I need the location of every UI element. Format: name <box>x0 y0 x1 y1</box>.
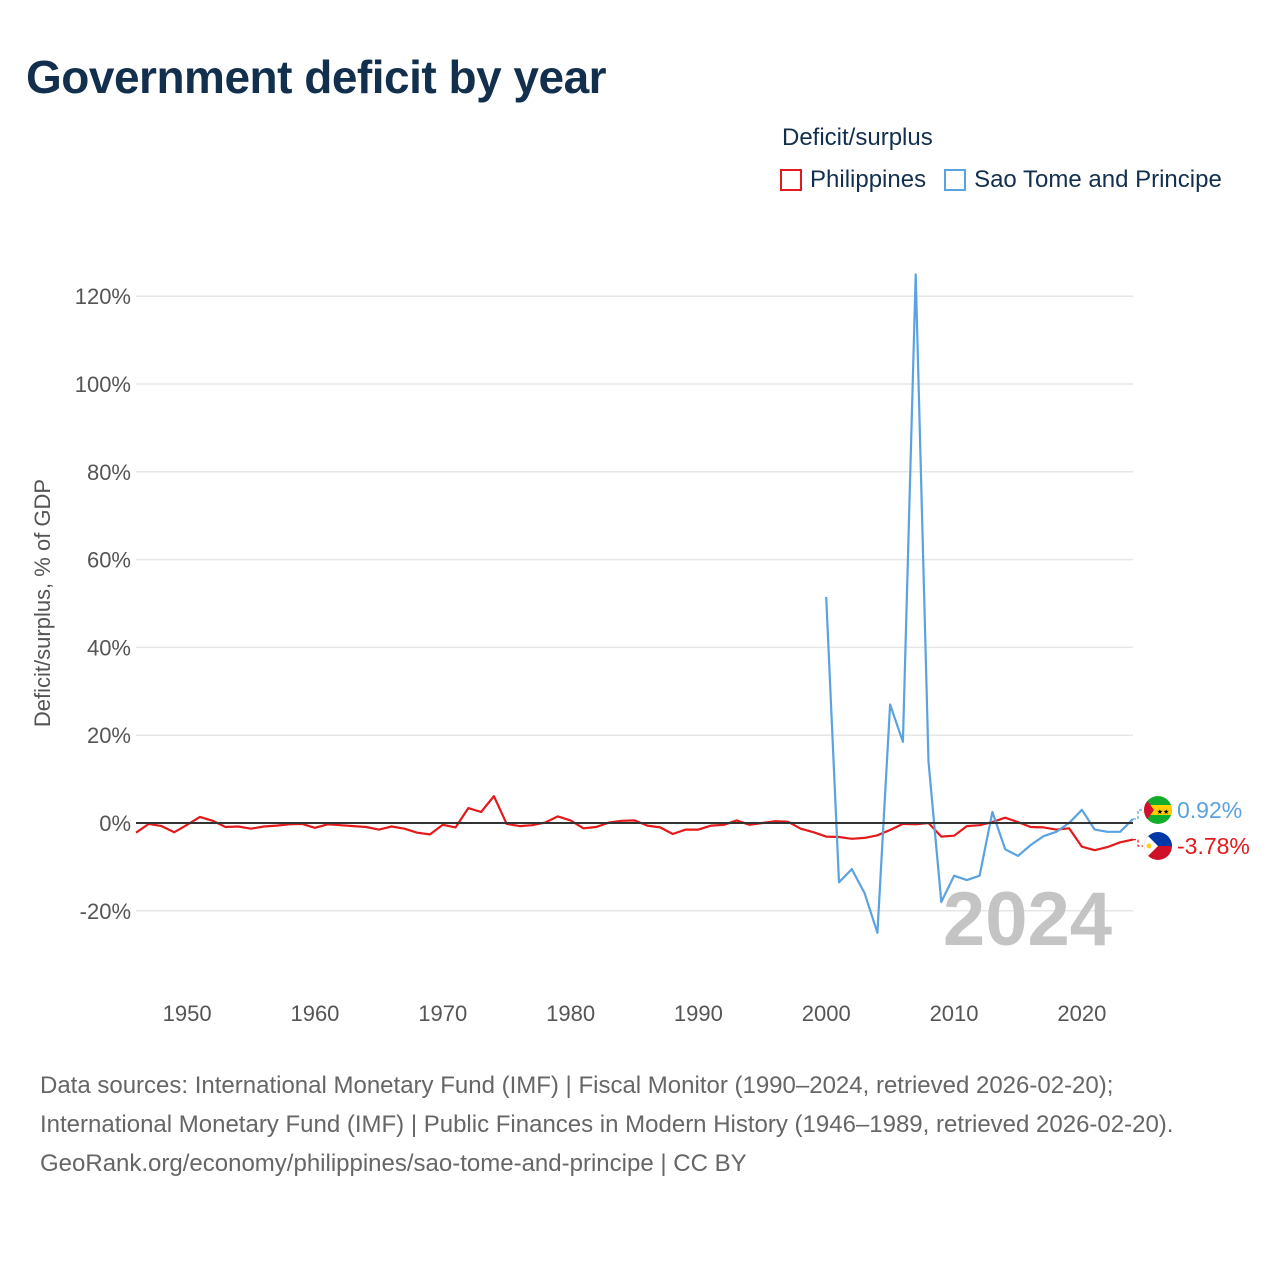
legend-item-philippines[interactable]: Philippines <box>780 166 926 194</box>
x-tick-label: 2000 <box>802 1001 851 1026</box>
philippines-flag-icon <box>1144 832 1172 860</box>
data-sources: Data sources: International Monetary Fun… <box>40 1072 1174 1138</box>
legend-swatch-philippines <box>780 169 802 191</box>
y-tick-label: 40% <box>87 635 131 660</box>
end-value-label: 0.92% <box>1177 797 1242 823</box>
x-tick-label: 1990 <box>674 1001 723 1026</box>
legend-item-sao-tome[interactable]: Sao Tome and Principe <box>944 166 1222 194</box>
x-tick-label: 1950 <box>163 1001 212 1026</box>
y-tick-label: 60% <box>87 548 131 573</box>
legend: Philippines Sao Tome and Principe <box>780 166 1240 194</box>
legend-title: Deficit/surplus <box>782 124 933 151</box>
x-tick-label: 1980 <box>546 1001 595 1026</box>
credit-link[interactable]: GeoRank.org/economy/philippines/sao-tome… <box>40 1150 747 1177</box>
y-tick-label: 120% <box>75 284 131 309</box>
legend-swatch-sao-tome <box>944 169 967 191</box>
x-tick-label: 1970 <box>418 1001 467 1026</box>
legend-label-philippines: Philippines <box>810 166 927 193</box>
sao-tome-flag-icon: ★★ <box>1144 796 1172 824</box>
legend-label-sao-tome: Sao Tome and Principe <box>974 166 1222 193</box>
series-line-sao-tome-and-principe[interactable] <box>825 273 1134 934</box>
x-tick-label: 1960 <box>290 1001 339 1026</box>
end-label-connector <box>1133 838 1143 847</box>
y-tick-label: 20% <box>87 723 131 748</box>
end-value-label: -3.78% <box>1177 833 1250 859</box>
chart-title: Government deficit by year <box>26 51 607 103</box>
end-label-connector <box>1133 809 1143 820</box>
y-tick-label: 100% <box>75 372 131 397</box>
y-axis-label: Deficit/surplus, % of GDP <box>30 479 55 727</box>
footer: Data sources: International Monetary Fun… <box>40 1066 1240 1183</box>
line-chart: -20% 0% 20% 40% 60% 80% 100% 120% 1950 1960 1970 19… <box>30 273 1250 1026</box>
x-tick-label: 2010 <box>930 1001 979 1026</box>
year-watermark: 2024 <box>943 877 1112 962</box>
y-tick-label: -20% <box>80 899 131 924</box>
svg-text:★★: ★★ <box>1157 808 1170 816</box>
y-tick-label: 80% <box>87 460 131 485</box>
y-tick-label: 0% <box>99 811 131 836</box>
x-tick-label: 2020 <box>1057 1001 1106 1026</box>
